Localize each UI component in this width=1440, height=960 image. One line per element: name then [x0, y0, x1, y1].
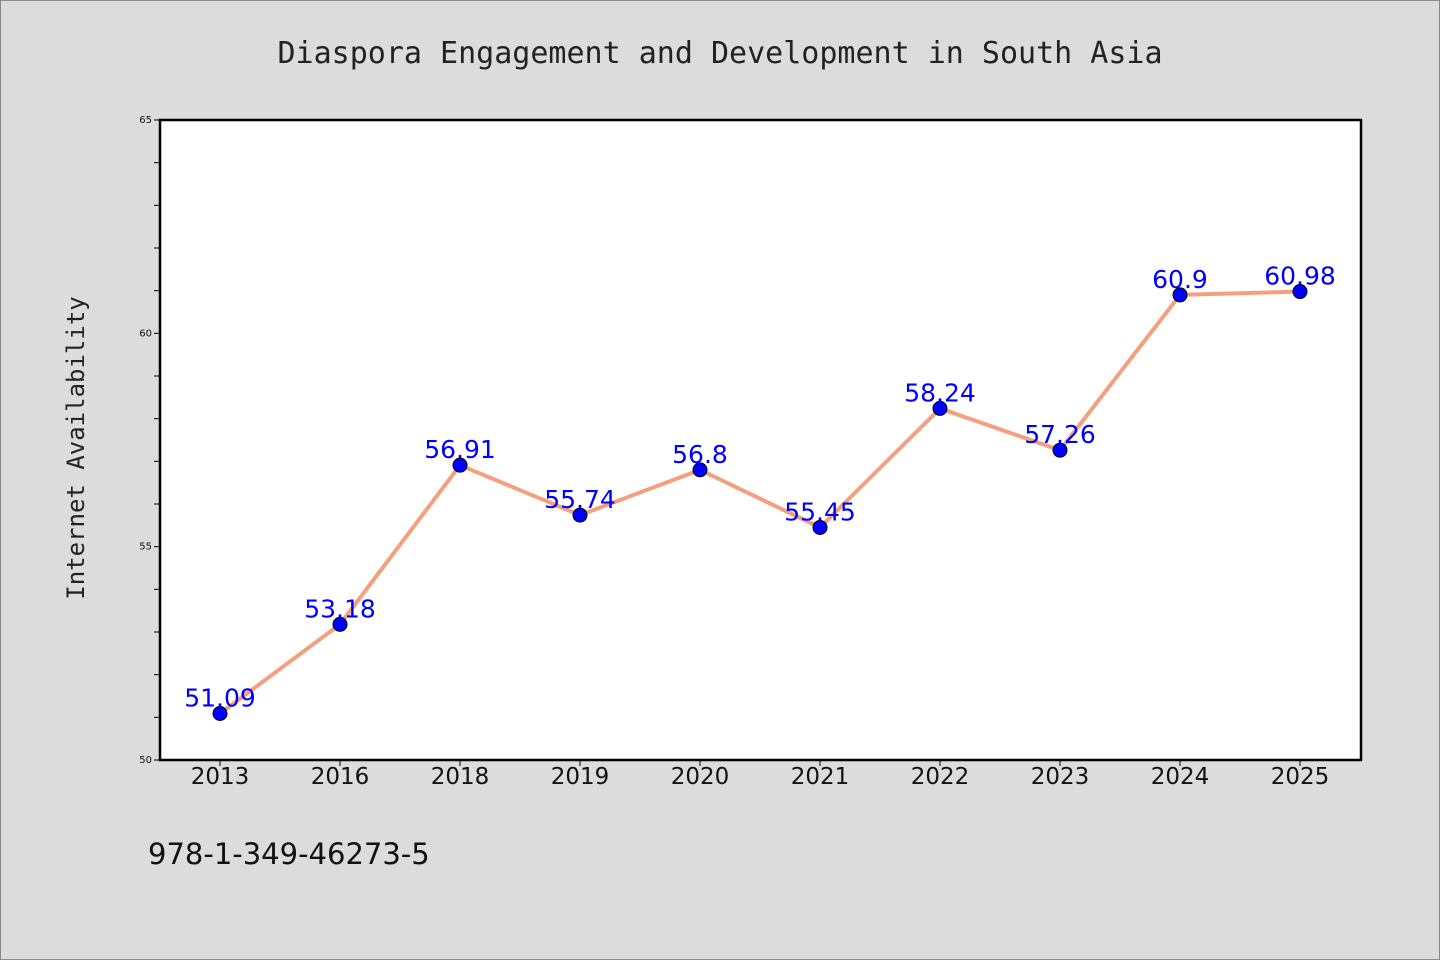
series-line: [218, 289, 1302, 716]
data-point: [452, 457, 468, 473]
data-point: [1292, 284, 1308, 300]
data-label: 57.26: [1024, 420, 1096, 449]
data-point: [932, 400, 948, 416]
x-tick-label: 2025: [1271, 764, 1330, 790]
data-label: 60.98: [1264, 262, 1336, 291]
tick-layer: 50 55 60 65 2013 2016 2018 2019 2020 2021 2022 2023…: [139, 115, 1329, 790]
data-label: 58.24: [904, 378, 976, 407]
data-label: 60.9: [1152, 265, 1208, 294]
x-tick-label: 2016: [311, 764, 370, 790]
y-tick-label: 65: [139, 115, 152, 126]
data-label: 51.09: [184, 683, 256, 712]
y-tick-label: 55: [139, 542, 152, 553]
data-point: [1172, 287, 1188, 303]
x-tick-label: 2019: [551, 764, 610, 790]
data-label: 55.74: [544, 485, 616, 514]
x-tick-label: 2023: [1031, 764, 1090, 790]
plot-frame: [158, 118, 1363, 762]
data-point: [1052, 442, 1068, 458]
isbn-text: 978-1-349-46273-5: [148, 837, 430, 871]
data-label: 53.18: [304, 594, 376, 623]
y-tick-label: 60: [139, 328, 152, 339]
data-point: [212, 705, 228, 721]
chart-title: Diaspora Engagement and Development in S…: [277, 36, 1162, 71]
data-label: 56.8: [672, 440, 728, 469]
y-axis-label: Internet Availability: [62, 296, 90, 599]
data-point: [332, 616, 348, 632]
series-layer: 51.09 53.18 56.91 55.74 56.8 55.45 58.24 57.26 6…: [184, 262, 1336, 721]
plot-area: [160, 120, 1361, 760]
x-tick-label: 2013: [191, 764, 250, 790]
data-point: [812, 519, 828, 535]
data-label: 56.91: [424, 435, 496, 464]
data-point: [692, 462, 708, 478]
data-point: [572, 507, 588, 523]
data-label: 55.45: [784, 497, 856, 526]
x-tick-label: 2018: [431, 764, 490, 790]
x-tick-label: 2024: [1151, 764, 1210, 790]
x-tick-label: 2020: [671, 764, 730, 790]
x-tick-label: 2021: [791, 764, 850, 790]
y-tick-label: 50: [139, 755, 152, 766]
x-tick-label: 2022: [911, 764, 970, 790]
